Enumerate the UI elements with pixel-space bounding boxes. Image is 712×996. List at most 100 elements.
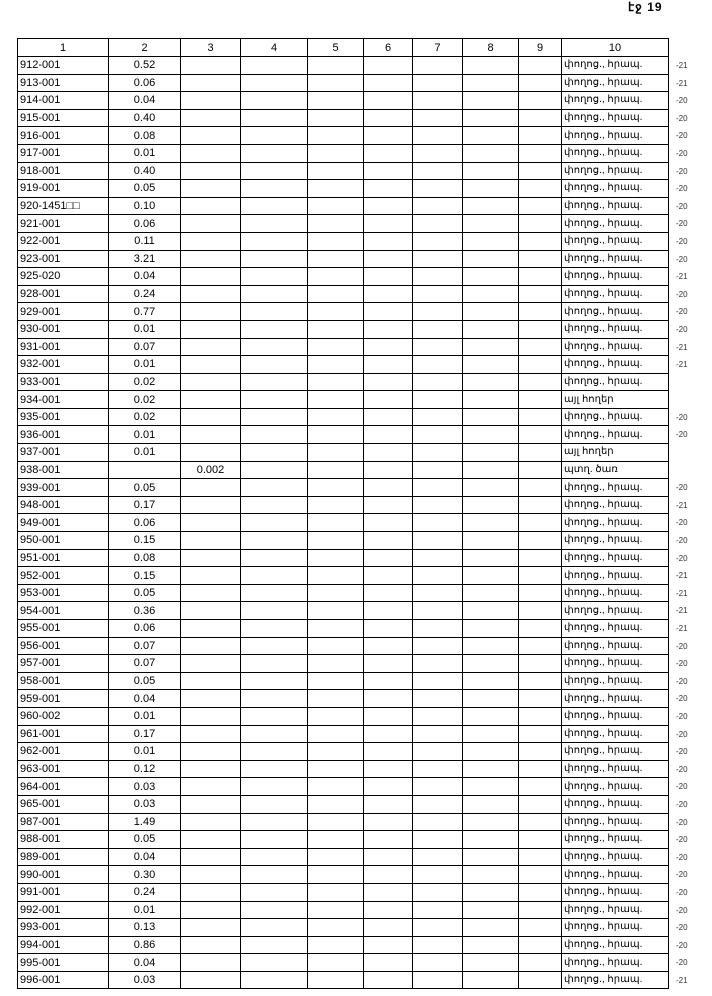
parcel-id-cell: 965-001 (17, 794, 109, 814)
area-cell: 0.05 (108, 478, 181, 497)
empty-cell (307, 108, 364, 128)
margin-mark: -20 (676, 307, 688, 317)
empty-cell (240, 302, 308, 321)
parcel-id-cell: 954-001 (17, 601, 109, 620)
column-header-5: 5 (307, 38, 364, 57)
empty-cell (363, 970, 413, 990)
empty-cell (363, 777, 413, 796)
land-use-cell: փողոց., հրապ. (561, 724, 669, 744)
column-3-cell (180, 671, 241, 691)
land-use-cell: փողոց., հրապ. (561, 108, 669, 128)
empty-cell (363, 583, 413, 603)
parcel-id-cell: 990-001 (17, 865, 109, 884)
empty-cell (412, 689, 463, 708)
area-cell: 0.52 (108, 56, 181, 75)
empty-cell (412, 460, 463, 480)
column-3-cell (180, 73, 241, 93)
area-cell: 0.40 (108, 161, 181, 181)
empty-cell (363, 407, 413, 427)
parcel-id-cell: 928-001 (17, 284, 109, 304)
parcel-id-cell: 962-001 (17, 742, 109, 761)
empty-cell (240, 847, 308, 867)
parcel-id-cell: 955-001 (17, 619, 109, 638)
land-use-cell: փողոց., հրապ. (561, 900, 669, 920)
area-cell: 0.15 (108, 566, 181, 585)
margin-mark: -20 (676, 958, 688, 968)
empty-cell (363, 161, 413, 181)
empty-cell (240, 830, 308, 849)
empty-cell (240, 636, 308, 656)
empty-cell (363, 355, 413, 374)
margin-mark: -20 (676, 184, 688, 194)
margin-mark: -20 (676, 835, 688, 845)
empty-cell (462, 425, 519, 445)
empty-cell (307, 56, 364, 75)
column-header-3: 3 (180, 38, 241, 57)
empty-cell (518, 196, 562, 216)
empty-cell (307, 671, 364, 691)
table-row: 917-001 0.01 փողոց., հրապ. (17, 143, 669, 163)
land-use-cell: փողոց., հրապ. (561, 425, 669, 445)
land-use-cell: փողոց., հրապ. (561, 953, 669, 972)
area-cell: 0.03 (108, 794, 181, 814)
margin-marks: -21 -21 -20 -20 -20 -20 -20 -20 -20 -20 -20 -20 -21 -… (676, 57, 706, 989)
margin-mark: -20 (676, 518, 688, 528)
land-use-cell: փողոց., հրապ. (561, 214, 669, 233)
column-3-cell (180, 583, 241, 603)
empty-cell (363, 548, 413, 568)
margin-mark: -21 (676, 342, 688, 352)
empty-cell (307, 284, 364, 304)
column-3-cell (180, 319, 241, 339)
empty-cell (307, 953, 364, 972)
table-row: 996-001 0.03 փողոց., հրապ. (17, 970, 669, 990)
area-cell: 0.01 (108, 742, 181, 761)
column-3-cell (180, 56, 241, 75)
empty-cell (363, 531, 413, 550)
empty-cell (462, 91, 519, 110)
empty-cell (363, 759, 413, 779)
empty-cell (412, 143, 463, 163)
area-cell: 1.49 (108, 812, 181, 832)
empty-cell (363, 865, 413, 884)
land-use-cell: փողոց., հրապ. (561, 777, 669, 796)
empty-cell (240, 882, 308, 902)
empty-cell (518, 73, 562, 93)
empty-cell (240, 935, 308, 955)
parcel-id-cell: 989-001 (17, 847, 109, 867)
parcel-id-cell: 933-001 (17, 372, 109, 392)
area-cell: 0.05 (108, 830, 181, 849)
empty-cell (363, 443, 413, 462)
empty-cell (462, 935, 519, 955)
column-3-cell (180, 478, 241, 497)
land-use-cell: փողոց., հրապ. (561, 284, 669, 304)
table-row: 956-001 0.07 փողոց., հրապ. (17, 636, 669, 656)
empty-cell (518, 654, 562, 673)
margin-mark: -21 (676, 500, 688, 510)
margin-mark: -20 (676, 483, 688, 493)
margin-mark: -20 (676, 96, 688, 106)
land-use-cell: փողոց., հրապ. (561, 671, 669, 691)
empty-cell (363, 847, 413, 867)
table-row: 952-001 0.15 փողոց., հրապ. (17, 566, 669, 585)
empty-cell (462, 56, 519, 75)
margin-mark: -21 (676, 360, 688, 370)
empty-cell (240, 355, 308, 374)
empty-cell (412, 583, 463, 603)
margin-mark: -21 (676, 606, 688, 616)
empty-cell (240, 671, 308, 691)
empty-cell (462, 548, 519, 568)
parcel-id-cell: 987-001 (17, 812, 109, 832)
column-3-cell (180, 742, 241, 761)
empty-cell (412, 302, 463, 321)
column-3-cell (180, 267, 241, 286)
margin-mark: -20 (676, 412, 688, 422)
table-row: 923-001 3.21 փողոց., հրապ. (17, 249, 669, 269)
empty-cell (462, 355, 519, 374)
land-use-cell: փողոց., հրապ. (561, 302, 669, 321)
margin-mark: -20 (676, 148, 688, 158)
land-use-cell: փողոց., հրապ. (561, 601, 669, 620)
table-row: 959-001 0.04 փողոց., հրապ. (17, 689, 669, 708)
empty-cell (518, 425, 562, 445)
empty-cell (462, 830, 519, 849)
empty-cell (518, 794, 562, 814)
